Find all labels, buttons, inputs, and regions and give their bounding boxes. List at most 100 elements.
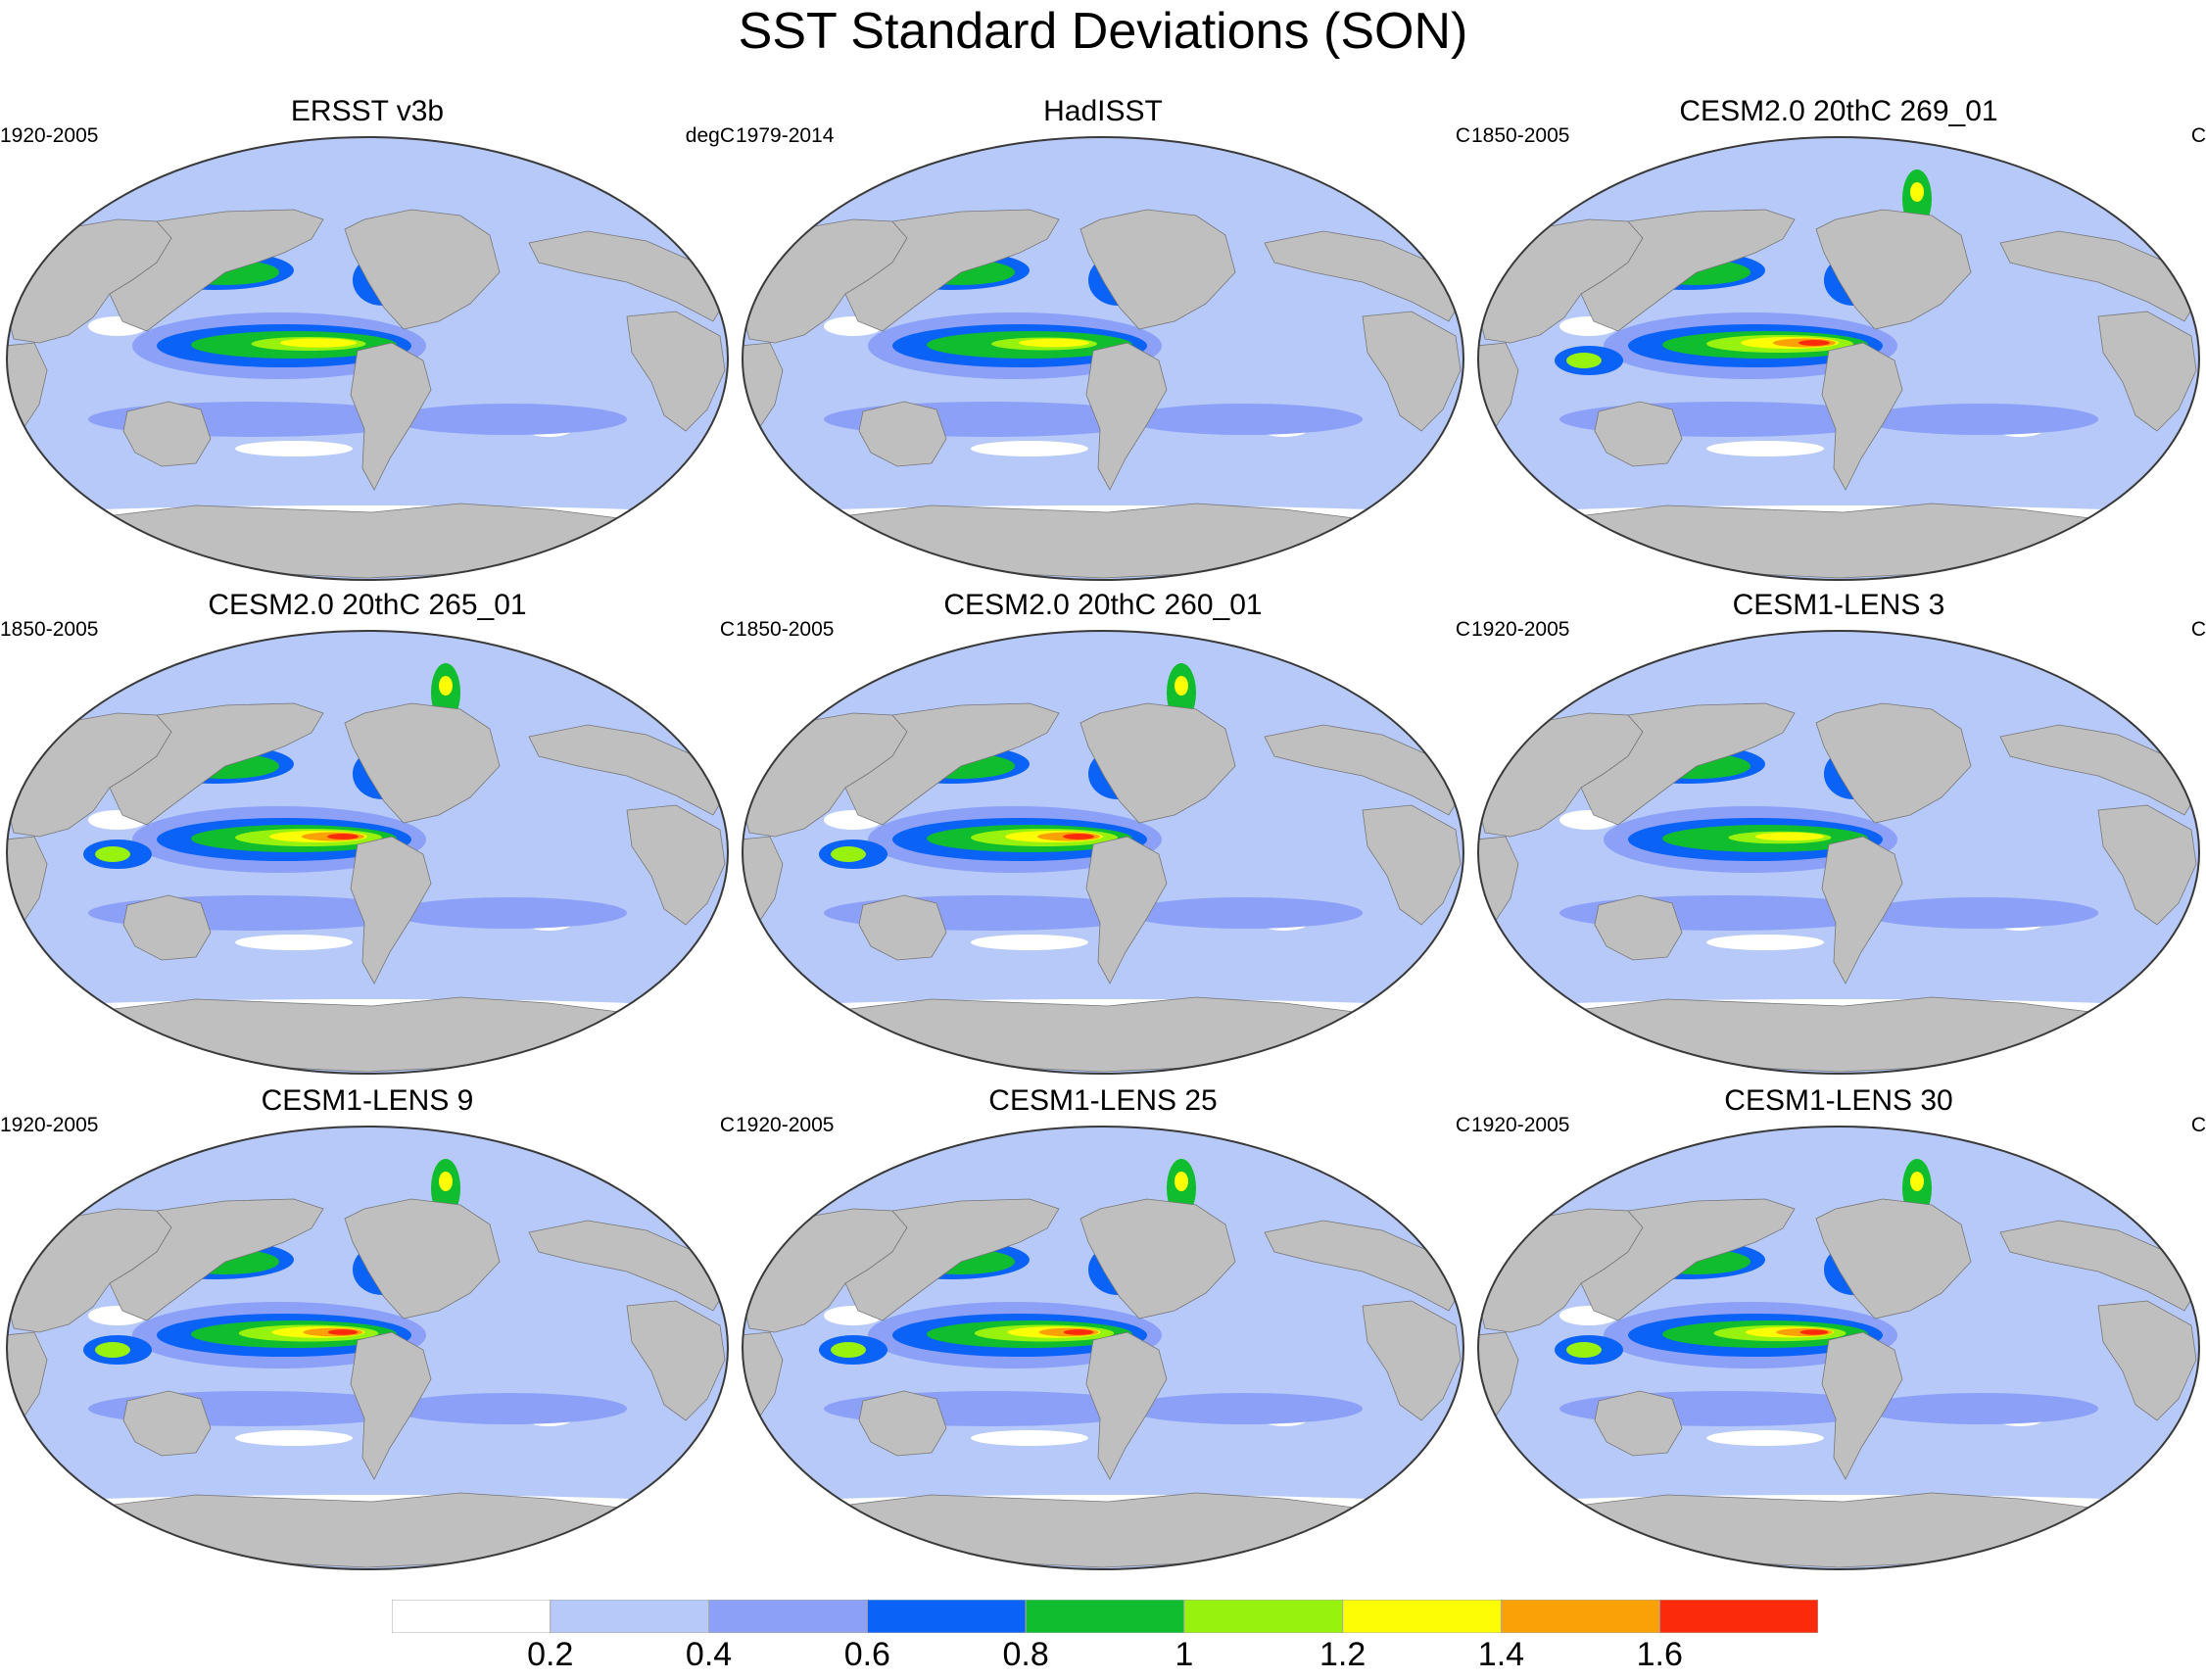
colorbar-tick-label: 1 — [1175, 1636, 1194, 1673]
landmass-antarctica — [833, 1492, 1364, 1568]
colorbar-segment — [1500, 1600, 1660, 1633]
colorbar — [392, 1600, 1818, 1633]
landmass-australia — [1594, 894, 1683, 961]
contour-low-variance — [1706, 441, 1824, 456]
landmass-australia — [122, 894, 212, 961]
landmass-australia — [858, 1390, 947, 1457]
landmass-south-america — [350, 836, 432, 984]
landmass-north-america — [1079, 209, 1236, 330]
landmass-greenland-europe — [1264, 724, 1462, 816]
colorbar-segment — [1183, 1600, 1344, 1633]
figure-title: SST Standard Deviations (SON) — [738, 3, 1468, 60]
landmass-antarctica — [1568, 1492, 2099, 1568]
contour-band — [831, 1342, 866, 1358]
map-panel: CESM2.0 20thC 269_01 1850-2005 C — [1471, 94, 2206, 584]
landmass-asia — [109, 702, 324, 826]
panel-title: HadISST — [1043, 95, 1163, 127]
landmass-antarctica — [97, 1492, 628, 1568]
contour-band — [1863, 897, 2098, 929]
panel-units: C — [719, 618, 735, 641]
landmass-north-america — [344, 702, 501, 824]
landmass-greenland-europe — [528, 1220, 726, 1312]
panel-units: C — [719, 1114, 735, 1136]
colorbar-tick-label: 0.4 — [685, 1636, 733, 1673]
landmass-australia — [122, 401, 212, 467]
panel-title: CESM2.0 20thC 269_01 — [1679, 95, 1998, 127]
contour-band — [1063, 834, 1094, 840]
contour-band — [95, 846, 130, 862]
colorbar-tick-label: 1.6 — [1636, 1636, 1683, 1673]
colorbar-segment — [1658, 1600, 1818, 1633]
colorbar-segment — [392, 1600, 552, 1633]
landmass-australia — [1594, 1390, 1683, 1457]
map-panel: HadISST 1979-2014 C — [736, 94, 1470, 584]
map-border — [6, 136, 729, 581]
landmass-africa-right — [626, 804, 726, 926]
contour-band — [392, 1393, 627, 1424]
landmass-asia — [1580, 209, 1796, 332]
landmass-north-america — [1079, 702, 1236, 824]
landmass-africa-right — [1362, 311, 1462, 432]
contour-low-variance — [971, 935, 1088, 950]
contour-band — [327, 834, 359, 840]
landmass-greenland-europe — [1999, 230, 2197, 322]
panel-period: 1920-2005 — [1471, 1114, 1570, 1136]
colorbar-segment — [708, 1600, 868, 1633]
panel-title: CESM1-LENS 25 — [988, 1084, 1218, 1117]
colorbar-segment — [866, 1600, 1027, 1633]
contour-low-variance — [235, 935, 353, 950]
landmass-antarctica — [1568, 503, 2099, 579]
panel-title: CESM1-LENS 30 — [1724, 1084, 1953, 1117]
landmass-greenland-europe — [528, 724, 726, 816]
landmass-asia — [1580, 1198, 1796, 1321]
landmass-africa-right — [2097, 1300, 2197, 1421]
contour-low-variance — [971, 1430, 1088, 1446]
landmass-greenland-europe — [1264, 1220, 1462, 1312]
panel-title: CESM2.0 20thC 265_01 — [208, 589, 527, 621]
map-border — [742, 1126, 1464, 1570]
landmass-australia — [858, 894, 947, 961]
landmass-antarctica — [833, 503, 1364, 579]
contour-band — [439, 1172, 453, 1191]
landmass-north-america — [1079, 1198, 1236, 1320]
landmass-greenland-europe — [1999, 724, 2197, 816]
map-panel: CESM1-LENS 25 1920-2005 C — [736, 1083, 1470, 1573]
contour-low-variance — [235, 1430, 353, 1446]
panel-period: 1920-2005 — [0, 124, 99, 147]
contour-band — [1910, 1172, 1924, 1191]
landmass-antarctica — [97, 996, 628, 1073]
contour-band — [327, 1329, 359, 1335]
robinson-map — [6, 630, 729, 1075]
contour-band — [1127, 897, 1363, 929]
contour-band — [1566, 353, 1602, 368]
contour-band — [1127, 1393, 1363, 1424]
landmass-asia — [844, 209, 1060, 332]
panel-units: C — [2190, 124, 2206, 147]
landmass-north-america — [1815, 1198, 1972, 1320]
panel-units: C — [1455, 1114, 1470, 1136]
contour-band — [95, 1342, 130, 1358]
landmass-north-america — [1815, 209, 1972, 330]
landmass-antarctica — [97, 503, 628, 579]
robinson-map — [1477, 630, 2200, 1075]
colorbar-tick-label: 1.2 — [1319, 1636, 1367, 1673]
map-border — [1477, 1126, 2200, 1570]
panel-title: CESM2.0 20thC 260_01 — [943, 589, 1263, 621]
colorbar-labels: 0.2 0.4 0.6 0.8 1 1.2 1.4 1.6 — [392, 1634, 1818, 1677]
landmass-asia — [109, 1198, 324, 1321]
landmass-asia — [109, 209, 324, 332]
landmass-australia — [122, 1390, 212, 1457]
robinson-map — [6, 136, 729, 581]
landmass-africa-right — [2097, 804, 2197, 926]
contour-low-variance — [971, 441, 1088, 456]
robinson-map — [742, 136, 1464, 581]
contour-band — [1910, 182, 1924, 202]
robinson-map — [6, 1126, 729, 1570]
map-border — [6, 630, 729, 1075]
panel-units: C — [2190, 1114, 2206, 1136]
contour-band — [1863, 1393, 2098, 1424]
robinson-map — [1477, 136, 2200, 581]
panel-period: 1920-2005 — [736, 1114, 835, 1136]
panel-period: 1850-2005 — [1471, 124, 1570, 147]
landmass-africa-right — [1362, 1300, 1462, 1421]
